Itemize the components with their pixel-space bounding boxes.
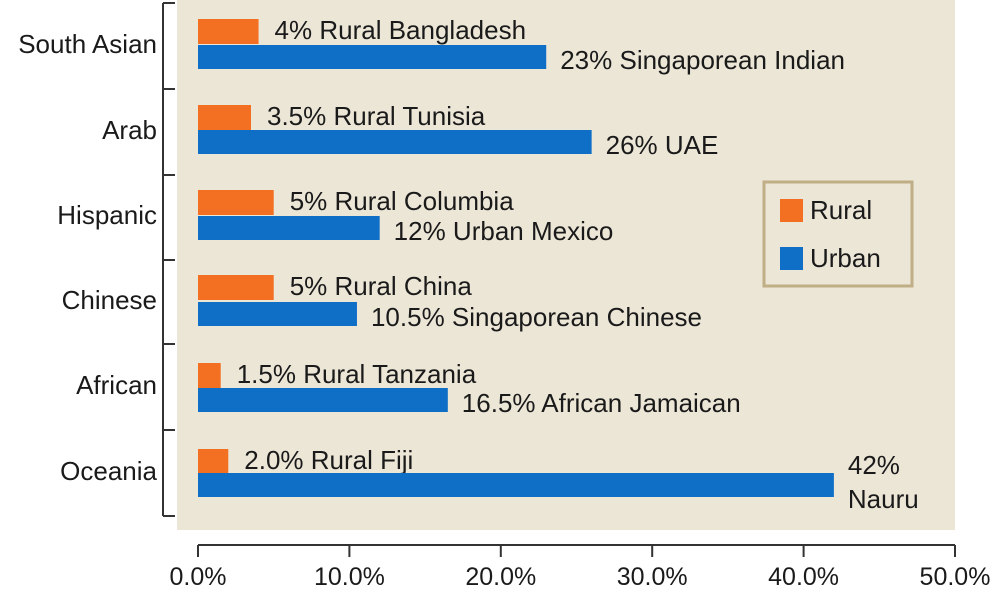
x-tick-label: 40.0% (768, 563, 839, 588)
legend-label-rural: Rural (810, 195, 872, 225)
x-tick-label: 30.0% (617, 563, 688, 588)
legend-label-urban: Urban (810, 243, 881, 273)
urban-bar (198, 388, 448, 412)
urban-bar-label: 12% Urban Mexico (394, 216, 614, 246)
category-label: Hispanic (57, 200, 157, 230)
rural-bar (198, 190, 274, 215)
legend-swatch-rural (780, 199, 803, 222)
urban-bar-label: 42% Nauru (848, 450, 919, 514)
category-label: South Asian (18, 29, 157, 59)
x-tick-label: 10.0% (314, 563, 385, 588)
rural-bar (198, 363, 221, 388)
rural-bar (198, 105, 251, 130)
rural-bar-label: 4% Rural Bangladesh (275, 15, 527, 45)
urban-bar (198, 130, 592, 154)
urban-bar-label: 10.5% Singaporean Chinese (371, 302, 702, 332)
rural-bar-label: 5% Rural Columbia (290, 186, 515, 216)
x-tick-label: 50.0% (920, 563, 991, 588)
category-label: Oceania (60, 456, 157, 486)
plot-area (177, 0, 955, 530)
urban-bar (198, 216, 380, 240)
category-label: Chinese (62, 285, 157, 315)
urban-bar-label: 23% Singaporean Indian (560, 45, 845, 75)
rural-bar (198, 449, 229, 474)
category-label: Arab (102, 115, 157, 145)
category-label: African (76, 370, 157, 400)
x-tick-label: 0.0% (170, 563, 227, 588)
legend-box (762, 180, 914, 288)
rural-bar-label: 3.5% Rural Tunisia (267, 101, 486, 131)
urban-bar (198, 473, 834, 497)
x-tick-label: 20.0% (465, 563, 536, 588)
urban-bar-label: 26% UAE (606, 130, 719, 160)
rural-bar-label: 5% Rural China (290, 271, 473, 301)
urban-bar (198, 302, 357, 326)
rural-bar (198, 275, 274, 300)
legend-swatch-urban (780, 247, 803, 270)
rural-bar (198, 19, 259, 44)
rural-bar-label: 1.5% Rural Tanzania (237, 359, 477, 389)
urban-bar (198, 45, 547, 69)
rural-bar-label: 2.0% Rural Fiji (244, 445, 413, 475)
urban-bar-label: 16.5% African Jamaican (462, 388, 741, 418)
